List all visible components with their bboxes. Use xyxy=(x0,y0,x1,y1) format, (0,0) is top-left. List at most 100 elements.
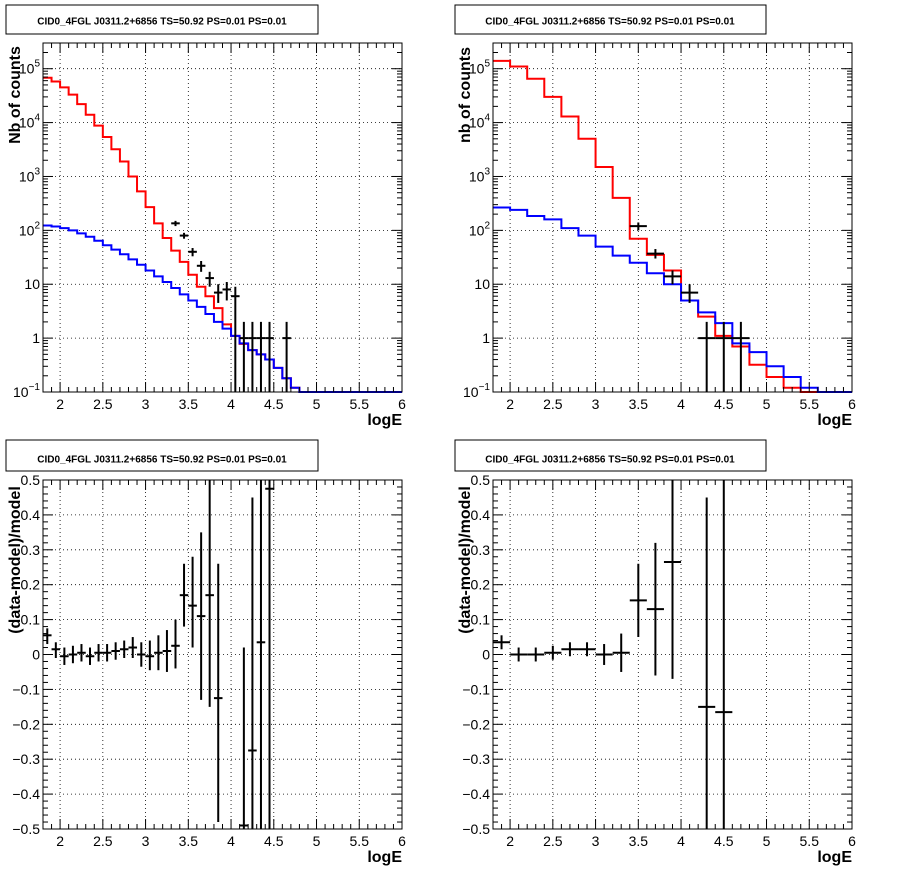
y-axis-label: (data-model)/model xyxy=(7,486,24,634)
data-point xyxy=(698,497,716,829)
x-tick-label: 5 xyxy=(313,396,321,412)
y-tick-label: 0.4 xyxy=(471,507,491,523)
y-tick-label: 105 xyxy=(469,59,491,77)
y-tick-label: 0.4 xyxy=(21,507,41,523)
x-tick-label: 5.5 xyxy=(800,396,820,412)
x-tick-label: 5 xyxy=(763,833,771,849)
x-tick-label: 2 xyxy=(506,396,514,412)
plot-frame xyxy=(492,42,853,393)
data-point xyxy=(256,480,266,829)
data-point xyxy=(111,642,120,660)
data-point xyxy=(629,222,647,231)
data-point xyxy=(128,637,138,658)
data-point xyxy=(265,480,274,829)
x-tick-label: 6 xyxy=(398,833,406,849)
x-axis-label: logE xyxy=(817,412,852,429)
data-point xyxy=(51,642,61,658)
x-tick-label: 2 xyxy=(56,396,64,412)
data-point xyxy=(171,220,180,227)
y-tick-label: 1 xyxy=(482,330,490,346)
data-point xyxy=(231,286,240,392)
title-box xyxy=(454,439,767,472)
data-point xyxy=(119,640,129,658)
x-ticks xyxy=(492,43,853,392)
y-tick-label: −0.3 xyxy=(462,751,490,767)
x-tick-label: 3 xyxy=(142,833,150,849)
data-point xyxy=(527,647,545,662)
x-tick-label: 6 xyxy=(848,396,856,412)
data-point xyxy=(205,271,214,287)
histogram-series-1 xyxy=(43,76,402,393)
histogram-series-1 xyxy=(493,59,852,393)
y-tick-label: 102 xyxy=(19,220,41,238)
y-tick-label: −0.5 xyxy=(462,821,490,837)
x-tick-label: 3 xyxy=(592,396,600,412)
data-point xyxy=(196,532,206,700)
data-point xyxy=(595,644,613,665)
data-point xyxy=(171,619,180,669)
data-point xyxy=(196,260,206,272)
x-ticks xyxy=(492,480,853,829)
data-point xyxy=(188,248,197,257)
data-point xyxy=(248,321,257,392)
y-ticks xyxy=(43,479,402,830)
y-tick-label: −0.2 xyxy=(462,716,490,732)
data-point xyxy=(179,232,189,239)
x-ticks xyxy=(42,43,403,392)
data-points xyxy=(43,480,274,829)
y-tick-label: 0 xyxy=(482,647,490,663)
y-tick-label: 0 xyxy=(32,647,40,663)
x-tick-label: 6 xyxy=(848,833,856,849)
data-point xyxy=(715,480,733,829)
data-point xyxy=(188,556,197,648)
data-point xyxy=(663,480,682,679)
x-tick-label: 3 xyxy=(142,396,150,412)
y-tick-label: 104 xyxy=(19,113,41,131)
histogram-series-2 xyxy=(493,206,852,393)
data-point xyxy=(629,563,647,638)
data-point xyxy=(94,644,103,662)
data-point xyxy=(578,642,596,657)
data-point xyxy=(493,635,511,650)
x-tick-label: 2.5 xyxy=(543,396,563,412)
chart-panel-4: CID0_4FGL J0311.2+6856 TS=50.92 PS=0.01 … xyxy=(454,439,856,866)
x-tick-label: 4 xyxy=(677,833,685,849)
data-point xyxy=(213,284,223,303)
y-tick-label: 0.5 xyxy=(471,472,491,488)
data-point xyxy=(162,630,172,672)
x-tick-label: 3.5 xyxy=(629,833,649,849)
data-point xyxy=(732,321,750,392)
x-tick-label: 4.5 xyxy=(264,833,284,849)
data-point xyxy=(213,563,223,823)
y-tick-label: −0.4 xyxy=(12,786,40,802)
x-tick-label: 2 xyxy=(506,833,514,849)
data-point xyxy=(715,321,733,392)
title-box xyxy=(5,439,319,472)
y-axis-label: Nb of counts xyxy=(7,46,24,144)
data-point xyxy=(205,480,214,707)
x-tick-label: 2.5 xyxy=(93,833,113,849)
data-point xyxy=(239,321,249,392)
x-tick-label: 3.5 xyxy=(179,396,199,412)
x-tick-label: 3 xyxy=(592,833,600,849)
chart-title: CID0_4FGL J0311.2+6856 TS=50.92 PS=0.01 … xyxy=(37,455,287,466)
data-point xyxy=(102,644,112,662)
y-tick-label: 104 xyxy=(469,113,491,131)
x-ticks xyxy=(42,480,403,829)
x-tick-label: 3.5 xyxy=(629,396,649,412)
x-tick-label: 4 xyxy=(227,396,235,412)
data-point xyxy=(60,647,69,665)
data-point xyxy=(646,542,664,676)
data-point xyxy=(68,645,78,664)
data-point xyxy=(544,645,562,660)
y-tick-label: 0.2 xyxy=(471,577,491,593)
x-tick-label: 4 xyxy=(227,833,235,849)
y-tick-label: 0.1 xyxy=(471,612,491,628)
y-tick-label: 0.3 xyxy=(21,542,41,558)
y-tick-label: 10 xyxy=(474,276,490,292)
y-tick-label: 102 xyxy=(469,220,491,238)
y-tick-label: −0.5 xyxy=(12,821,40,837)
y-tick-label: 0.2 xyxy=(21,577,41,593)
data-point xyxy=(77,644,86,662)
